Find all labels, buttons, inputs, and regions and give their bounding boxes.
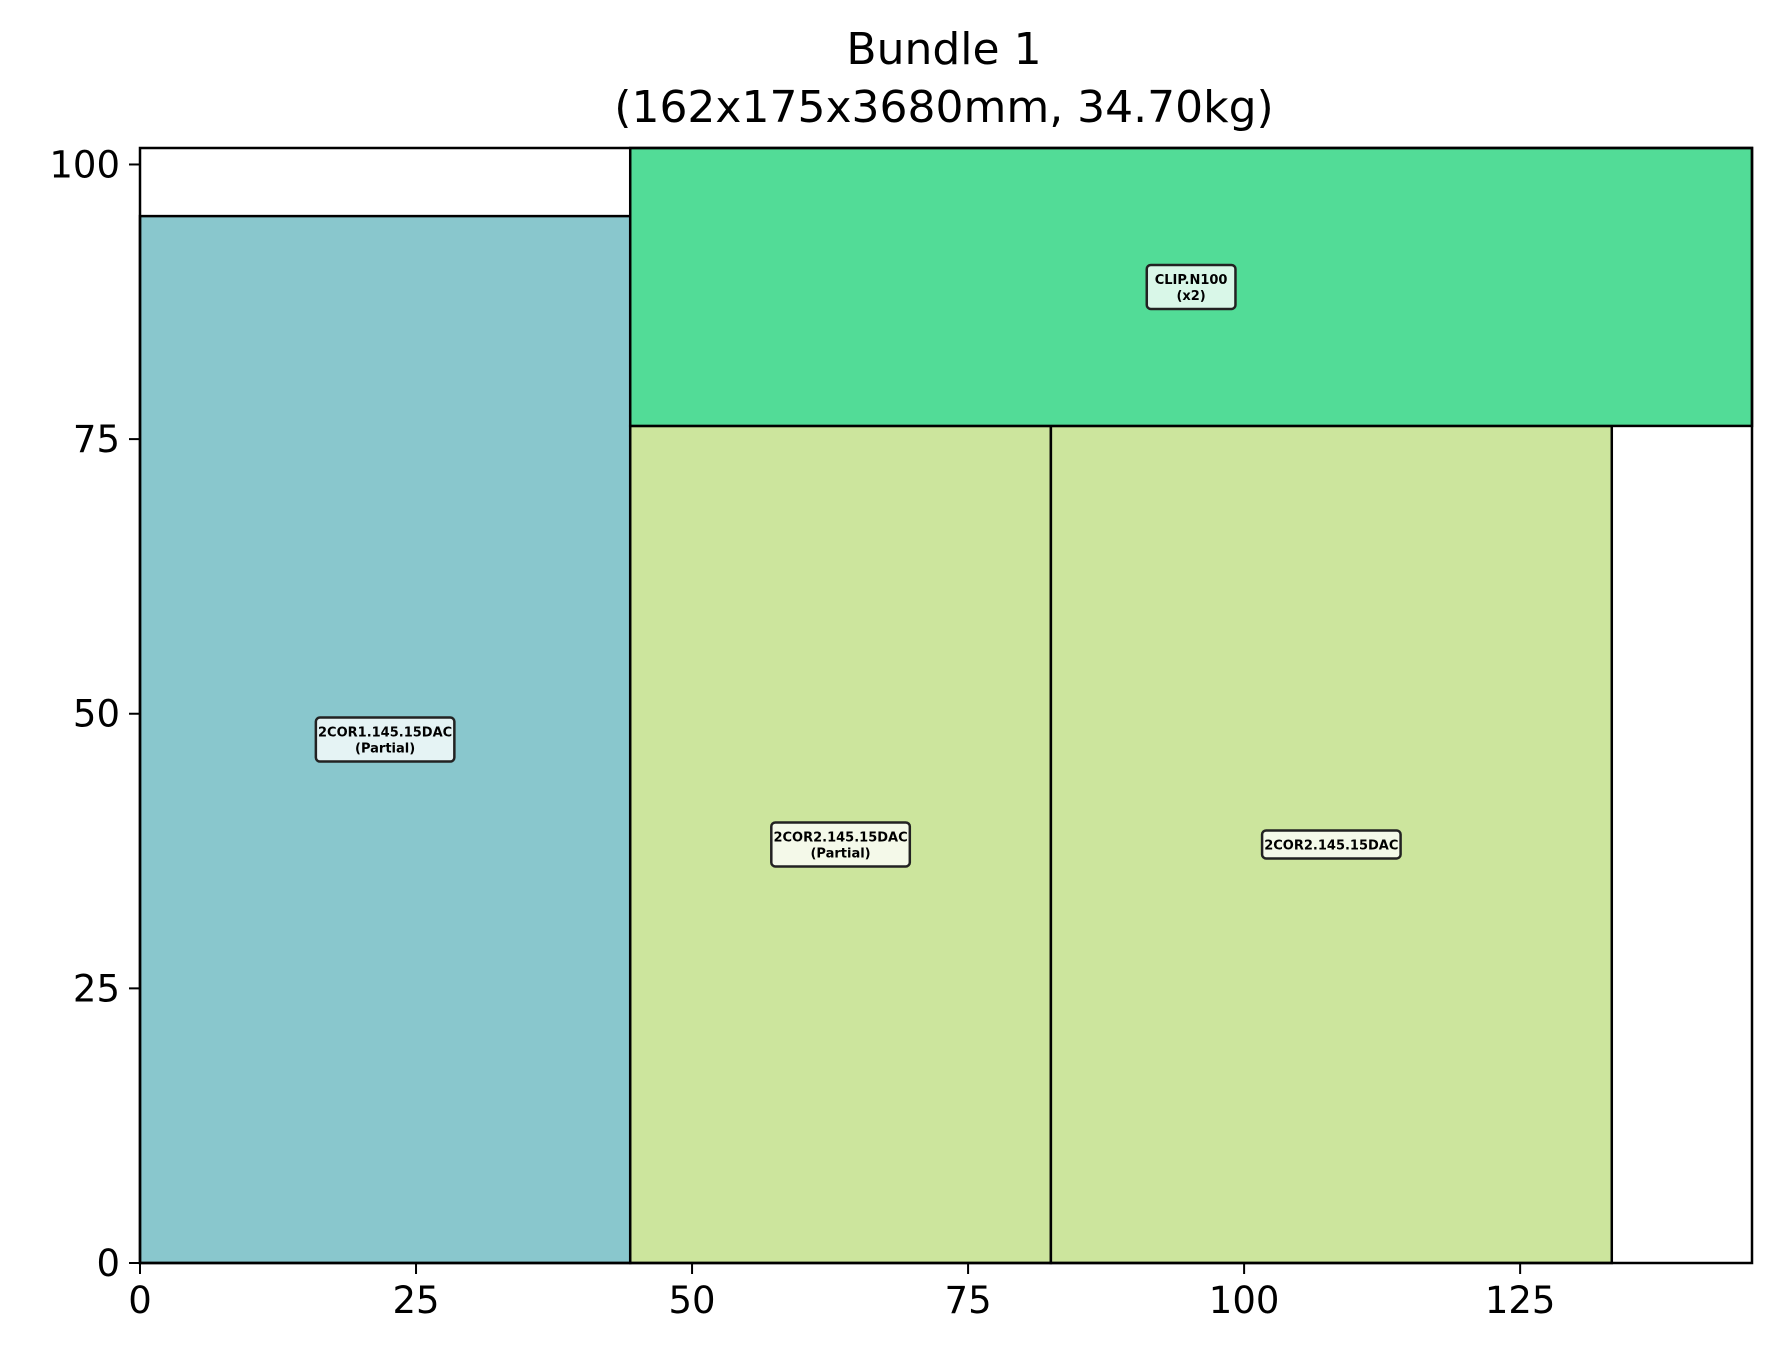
x-tick-label: 50 [669, 1279, 716, 1322]
item-note-label: (Partial) [810, 846, 870, 861]
x-tick-label: 100 [1209, 1279, 1280, 1322]
item-name-label: 2COR2.145.15DAC [773, 830, 907, 845]
item-label-box [1145, 263, 1237, 311]
chart-title-line-1: Bundle 1 [846, 24, 1041, 75]
y-tick-label: 0 [96, 1242, 120, 1285]
chart-title-line-2: (162x175x3680mm, 34.70kg) [614, 82, 1273, 133]
item-name-label: 2COR2.145.15DAC [1264, 838, 1398, 853]
item-label-box [770, 821, 912, 868]
x-tick-label: 75 [945, 1279, 992, 1322]
item-name-label: CLIP.N100 [1155, 273, 1228, 288]
packed-items: 2COR1.145.15DAC(Partial)2COR2.145.15DAC(… [138, 146, 1754, 1265]
packed-item: CLIP.N100(x2) [628, 146, 1754, 428]
item-note-label: (x2) [1176, 289, 1205, 304]
y-tick-label: 75 [73, 418, 120, 461]
item-label-box [1260, 829, 1402, 860]
y-tick-label: 25 [73, 967, 120, 1010]
y-tick-label: 100 [49, 143, 120, 186]
packed-item: 2COR1.145.15DAC(Partial) [138, 214, 632, 1265]
plot-frame [138, 146, 1754, 1265]
packed-item: 2COR2.145.15DAC [1049, 424, 1614, 1265]
item-label-box [314, 716, 456, 763]
packed-item: 2COR2.145.15DAC(Partial) [628, 424, 1053, 1265]
item-note-label: (Partial) [355, 742, 415, 757]
y-tick-label: 50 [73, 693, 120, 736]
x-tick-label: 125 [1485, 1279, 1556, 1322]
x-tick-label: 25 [392, 1279, 439, 1322]
axis-ticks: 0 25 50 75 100 125 0 25 50 75 100 [49, 143, 1555, 1322]
item-name-label: 2COR1.145.15DAC [318, 726, 452, 741]
x-tick-label: 0 [128, 1279, 152, 1322]
